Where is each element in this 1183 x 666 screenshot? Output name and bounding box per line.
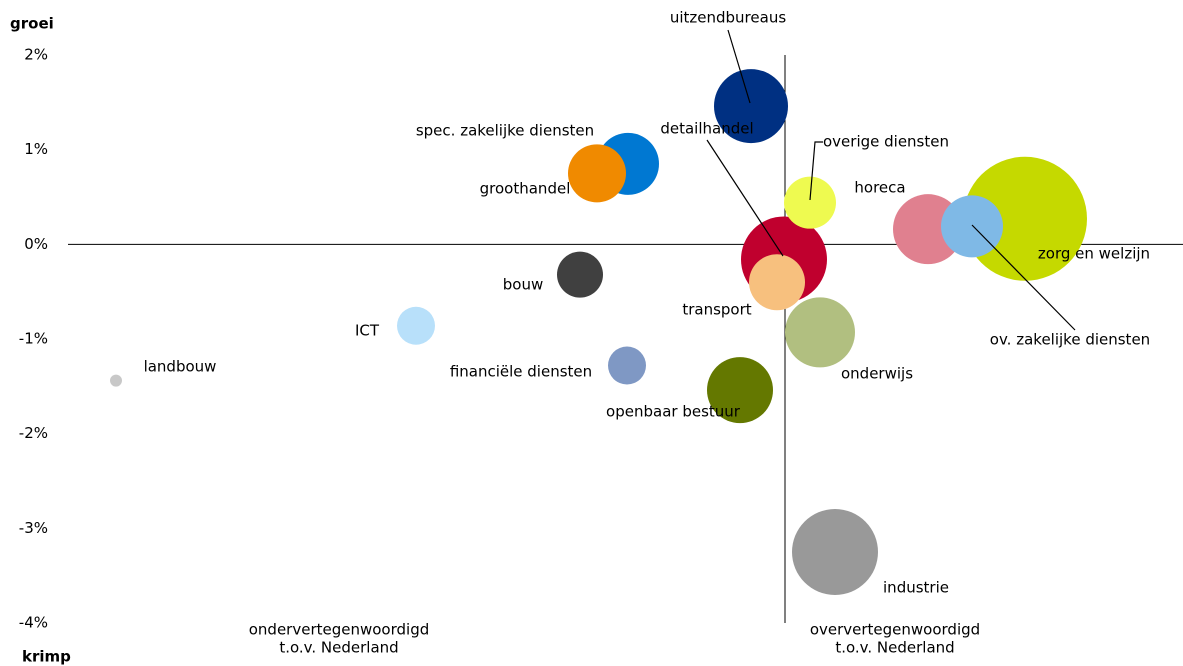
- point-label: zorg en welzijn: [1038, 245, 1150, 263]
- point-label: onderwijs: [841, 365, 913, 383]
- bubble: [749, 254, 805, 311]
- y-label-top: groei: [10, 15, 54, 33]
- y-tick-label: -3%: [19, 519, 48, 537]
- bubble: [397, 306, 435, 345]
- bubble: [941, 195, 1003, 258]
- bubble: [568, 144, 626, 203]
- bubble: [784, 176, 836, 229]
- point-label: spec. zakelijke diensten: [416, 122, 594, 140]
- point-label: groothandel: [480, 180, 571, 198]
- bubble: [557, 251, 603, 298]
- y-tick-label: -4%: [19, 614, 48, 632]
- bubble: [608, 346, 646, 385]
- point-label: financiële diensten: [450, 363, 592, 381]
- x-label-right: oververtegenwoordigd: [810, 621, 980, 639]
- y-label-bottom: krimp: [22, 648, 71, 666]
- point-label: transport: [682, 301, 751, 319]
- point-label: horeca: [854, 179, 905, 197]
- point-label: uitzendbureaus: [670, 9, 786, 27]
- point-label: bouw: [503, 276, 543, 294]
- point-label: landbouw: [144, 358, 217, 376]
- bubble: [714, 69, 788, 144]
- bubble: [110, 374, 122, 387]
- point-label: industrie: [883, 579, 949, 597]
- bubble: [792, 509, 878, 595]
- point-label: overige diensten: [823, 133, 949, 151]
- x-label-right: t.o.v. Nederland: [835, 639, 954, 657]
- leader-line: [727, 29, 751, 104]
- y-tick-label: -2%: [19, 424, 48, 442]
- point-label: detailhandel: [660, 120, 753, 138]
- x-label-left: ondervertegenwoordigd: [249, 621, 430, 639]
- y-tick-label: 2%: [24, 46, 48, 64]
- leader-line: [809, 141, 823, 201]
- bubble: [707, 357, 773, 424]
- point-label: openbaar bestuur: [606, 403, 741, 421]
- bubble: [963, 156, 1087, 281]
- y-tick-label: -1%: [19, 330, 48, 348]
- y-tick-label: 1%: [24, 140, 48, 158]
- bubble: [785, 297, 855, 368]
- point-label: ov. zakelijke diensten: [990, 331, 1150, 349]
- leader-line: [706, 139, 784, 257]
- point-label: ICT: [355, 322, 380, 340]
- y-tick-label: 0%: [24, 235, 48, 253]
- x-label-left: t.o.v. Nederland: [279, 639, 398, 657]
- leader-line: [971, 224, 1076, 331]
